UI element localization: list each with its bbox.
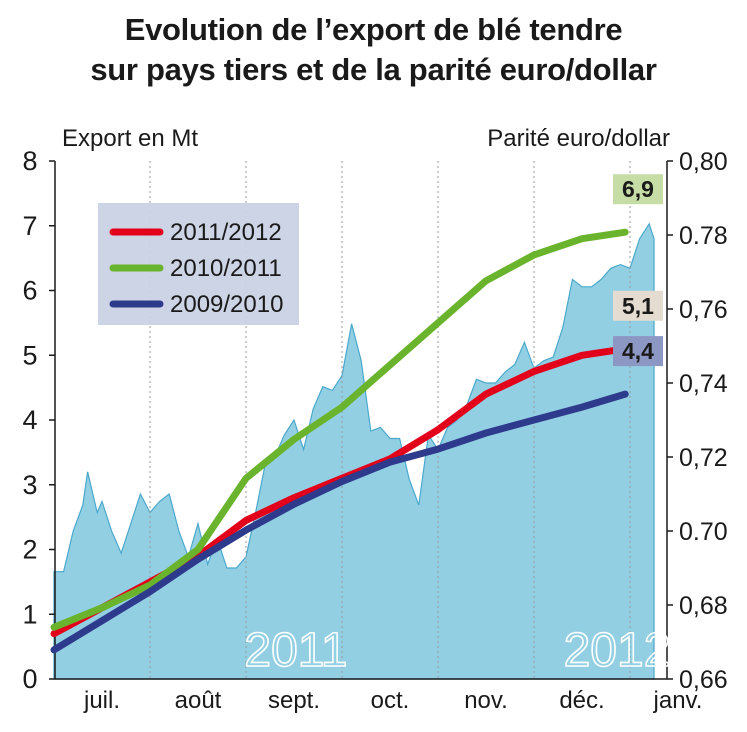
y-tick-left-label: 3 xyxy=(22,470,37,500)
x-tick-label: oct. xyxy=(371,687,410,714)
x-tick-label: août xyxy=(175,687,222,714)
end-value-label: 6,9 xyxy=(622,176,654,202)
x-tick-label: déc. xyxy=(559,687,604,714)
y-tick-left-label: 5 xyxy=(22,340,37,370)
y-tick-left-label: 6 xyxy=(22,276,37,306)
series-line xyxy=(50,228,629,631)
y-axis-title-left: Export en Mt xyxy=(62,125,198,152)
x-tick-label: sept. xyxy=(268,687,320,714)
series-line xyxy=(50,390,629,654)
parity-area xyxy=(53,222,655,680)
x-tick-label: janv. xyxy=(653,687,703,714)
y-tick-right-label: 0,72 xyxy=(679,444,728,472)
legend-label: 2011/2012 xyxy=(170,219,282,246)
end-value-box xyxy=(613,336,663,367)
legend-label: 2010/2011 xyxy=(170,255,282,282)
y-tick-left-label: 7 xyxy=(22,211,37,241)
y-tick-left-label: 1 xyxy=(22,599,37,629)
x-tick-label: nov. xyxy=(464,687,508,714)
year-label: 2012 xyxy=(564,624,671,677)
end-value-box xyxy=(613,290,663,321)
end-value-label: 4,4 xyxy=(622,338,654,364)
y-tick-right-label: 0.70 xyxy=(679,518,728,546)
chart-title-line-1: Evolution de l’export de blé tendre xyxy=(124,12,623,47)
y-tick-right-label: 0.78 xyxy=(679,222,728,250)
year-label: 2011 xyxy=(244,624,347,677)
y-tick-left-label: 4 xyxy=(22,405,37,435)
chart-title-line-2: sur pays tiers et de la parité euro/doll… xyxy=(90,52,657,87)
end-value-label: 5,1 xyxy=(622,293,654,319)
y-tick-right-label: 0,80 xyxy=(679,148,728,176)
y-tick-right-label: 0,76 xyxy=(679,296,728,324)
legend-label: 2009/2010 xyxy=(170,291,283,318)
y-axis-title-right: Parité euro/dollar xyxy=(487,125,670,152)
y-tick-left-label: 8 xyxy=(22,146,37,176)
x-tick-label: juil. xyxy=(83,687,120,714)
y-tick-left-label: 2 xyxy=(22,535,37,565)
y-tick-right-label: 0,68 xyxy=(679,592,728,620)
end-value-box xyxy=(613,174,663,205)
y-tick-left-label: 0 xyxy=(22,664,37,694)
y-tick-right-label: 0,66 xyxy=(679,666,728,694)
y-tick-right-label: 0,74 xyxy=(679,370,728,398)
